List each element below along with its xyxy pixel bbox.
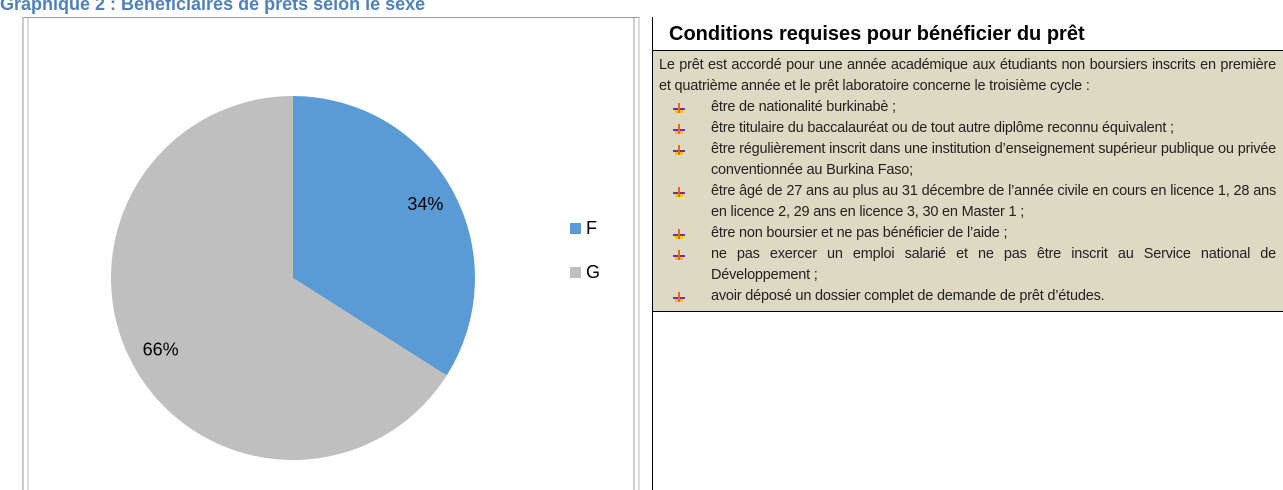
chart: 34% 66% F G [22, 17, 640, 490]
pie-slice [110, 96, 447, 461]
condition-item: être régulièrement inscrit dans une inst… [659, 139, 1276, 181]
legend-swatch [570, 267, 581, 278]
chart-title: Graphique 2 : Bénéficiaires de prêts sel… [0, 0, 426, 14]
condition-item: être titulaire du baccalauréat ou de tou… [659, 118, 1276, 139]
condition-list: être de nationalité burkinabè ; être titu… [659, 97, 1276, 307]
data-label: 66% [143, 340, 179, 360]
condition-item: être de nationalité burkinabè ; [659, 97, 1276, 118]
panel-box: Le prêt est accordé pour une année acadé… [653, 51, 1283, 312]
conditions-panel: Conditions requises pour bénéficier du p… [652, 17, 1283, 490]
condition-item: ne pas exercer un emploi salarié et ne p… [659, 244, 1276, 286]
pie-slice [293, 96, 475, 376]
condition-item: être non boursier et ne pas bénéficier d… [659, 223, 1276, 244]
data-label: 34% [407, 194, 443, 214]
legend-label: G [586, 262, 600, 282]
condition-item: être âgé de 27 ans au plus au 31 décembr… [659, 181, 1276, 223]
condition-item: avoir déposé un dossier complet de deman… [659, 286, 1276, 307]
legend-label: F [586, 218, 597, 238]
intro: Le prêt est accordé pour une année acadé… [659, 57, 1276, 94]
legend-swatch [570, 223, 581, 234]
panel-heading: Conditions requises pour bénéficier du p… [653, 17, 1283, 51]
